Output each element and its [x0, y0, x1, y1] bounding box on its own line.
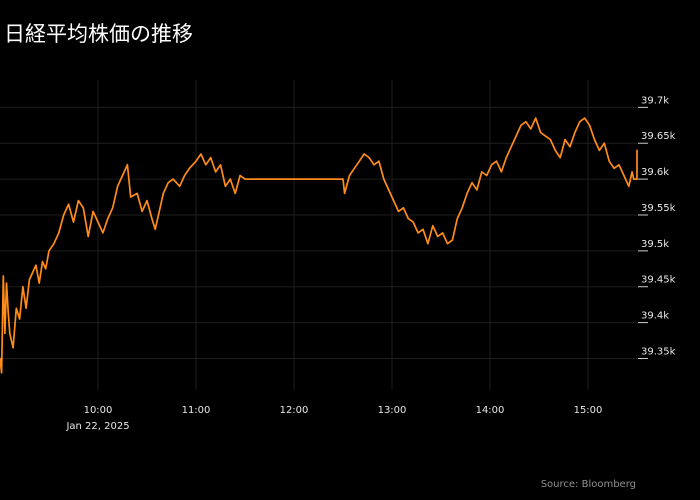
y-tick-label: 39.35k: [641, 346, 676, 357]
series-line-0: [0, 117, 638, 374]
y-tick-label: 39.7k: [641, 95, 669, 106]
source-note: Source: Bloomberg: [540, 479, 636, 490]
x-axis: 10:00 Jan 22, 2025 11:00 12:00 13:00 14:00 15:…: [65, 405, 602, 432]
x-tick-date-label: Jan 22, 2025: [65, 421, 129, 432]
series-layer: [0, 117, 638, 374]
x-tick-label: 12:00: [280, 405, 309, 416]
x-tick-label: 10:00: [84, 405, 113, 416]
x-tick-label: 15:00: [574, 405, 603, 416]
y-tick-label: 39.65k: [641, 131, 676, 142]
y-tick-label: 39.55k: [641, 203, 676, 214]
y-tick-label: 39.5k: [641, 239, 669, 250]
chart-title: 日経平均株価の推移: [4, 22, 193, 46]
y-tick-label: 39.6k: [641, 167, 669, 178]
x-tick-label: 11:00: [182, 405, 211, 416]
grid: [0, 80, 637, 390]
y-tick-label: 39.45k: [641, 275, 676, 286]
x-tick-label: 14:00: [476, 405, 505, 416]
y-tick-label: 39.4k: [641, 311, 669, 322]
x-tick-label: 13:00: [378, 405, 407, 416]
y-axis: 39.35k 39.4k 39.45k 39.5k 39.55k 39.6k 39.65k 3…: [638, 95, 676, 359]
